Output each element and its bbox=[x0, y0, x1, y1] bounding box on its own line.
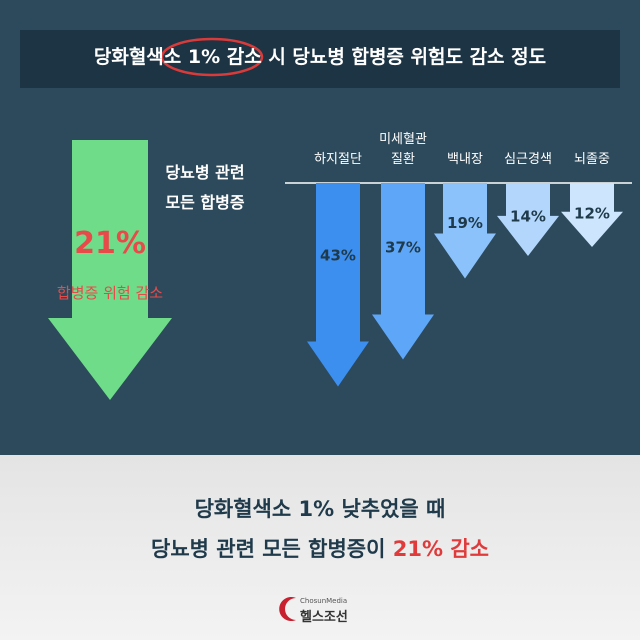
category-label: 심근경색 bbox=[504, 152, 552, 167]
summary-arrow bbox=[48, 140, 172, 400]
category-label: 하지절단 bbox=[314, 152, 362, 167]
conclusion-highlight: 21% 감소 bbox=[392, 537, 489, 561]
logo-name: 헬스조선 bbox=[300, 610, 348, 625]
bar-arrow bbox=[372, 183, 434, 360]
value-label: 12% bbox=[574, 205, 610, 223]
logo-small: ChosunMedia bbox=[300, 597, 348, 605]
highlight-circle bbox=[160, 37, 264, 77]
title: 당화혈색소 1% 감소 시 당뇨병 합병증 위험도 감소 정도 bbox=[93, 46, 547, 68]
category-label: 뇌졸중 bbox=[574, 152, 610, 167]
bar-arrow bbox=[497, 183, 559, 256]
value-label: 43% bbox=[320, 247, 356, 265]
conclusion-line1: 당화혈색소 1% 낮추었을 때 bbox=[194, 497, 446, 521]
value-label: 14% bbox=[510, 207, 546, 225]
conclusion-text: 당뇨병 관련 모든 합병증이 bbox=[151, 537, 393, 561]
category-label: 미세혈관 질환 bbox=[379, 132, 427, 167]
summary-caption: 합병증 위험 감소 bbox=[56, 284, 164, 302]
chart: 43% 37% 19% 14% 12% bbox=[20, 30, 632, 400]
title-bar bbox=[20, 30, 620, 88]
conclusion-line2: 당뇨병 관련 모든 합병증이 21% 감소 bbox=[0, 533, 640, 563]
value-label: 19% bbox=[447, 214, 483, 232]
bar-arrow bbox=[434, 183, 496, 279]
category-label: 백내장 bbox=[447, 152, 483, 167]
bar-arrow bbox=[561, 183, 623, 247]
summary-value: 21% bbox=[74, 226, 146, 261]
bottom-panel bbox=[0, 455, 640, 640]
bar-arrow bbox=[307, 183, 369, 387]
summary-label: 당뇨병 관련 모든 합병증 bbox=[165, 163, 245, 212]
value-label: 37% bbox=[385, 238, 421, 256]
